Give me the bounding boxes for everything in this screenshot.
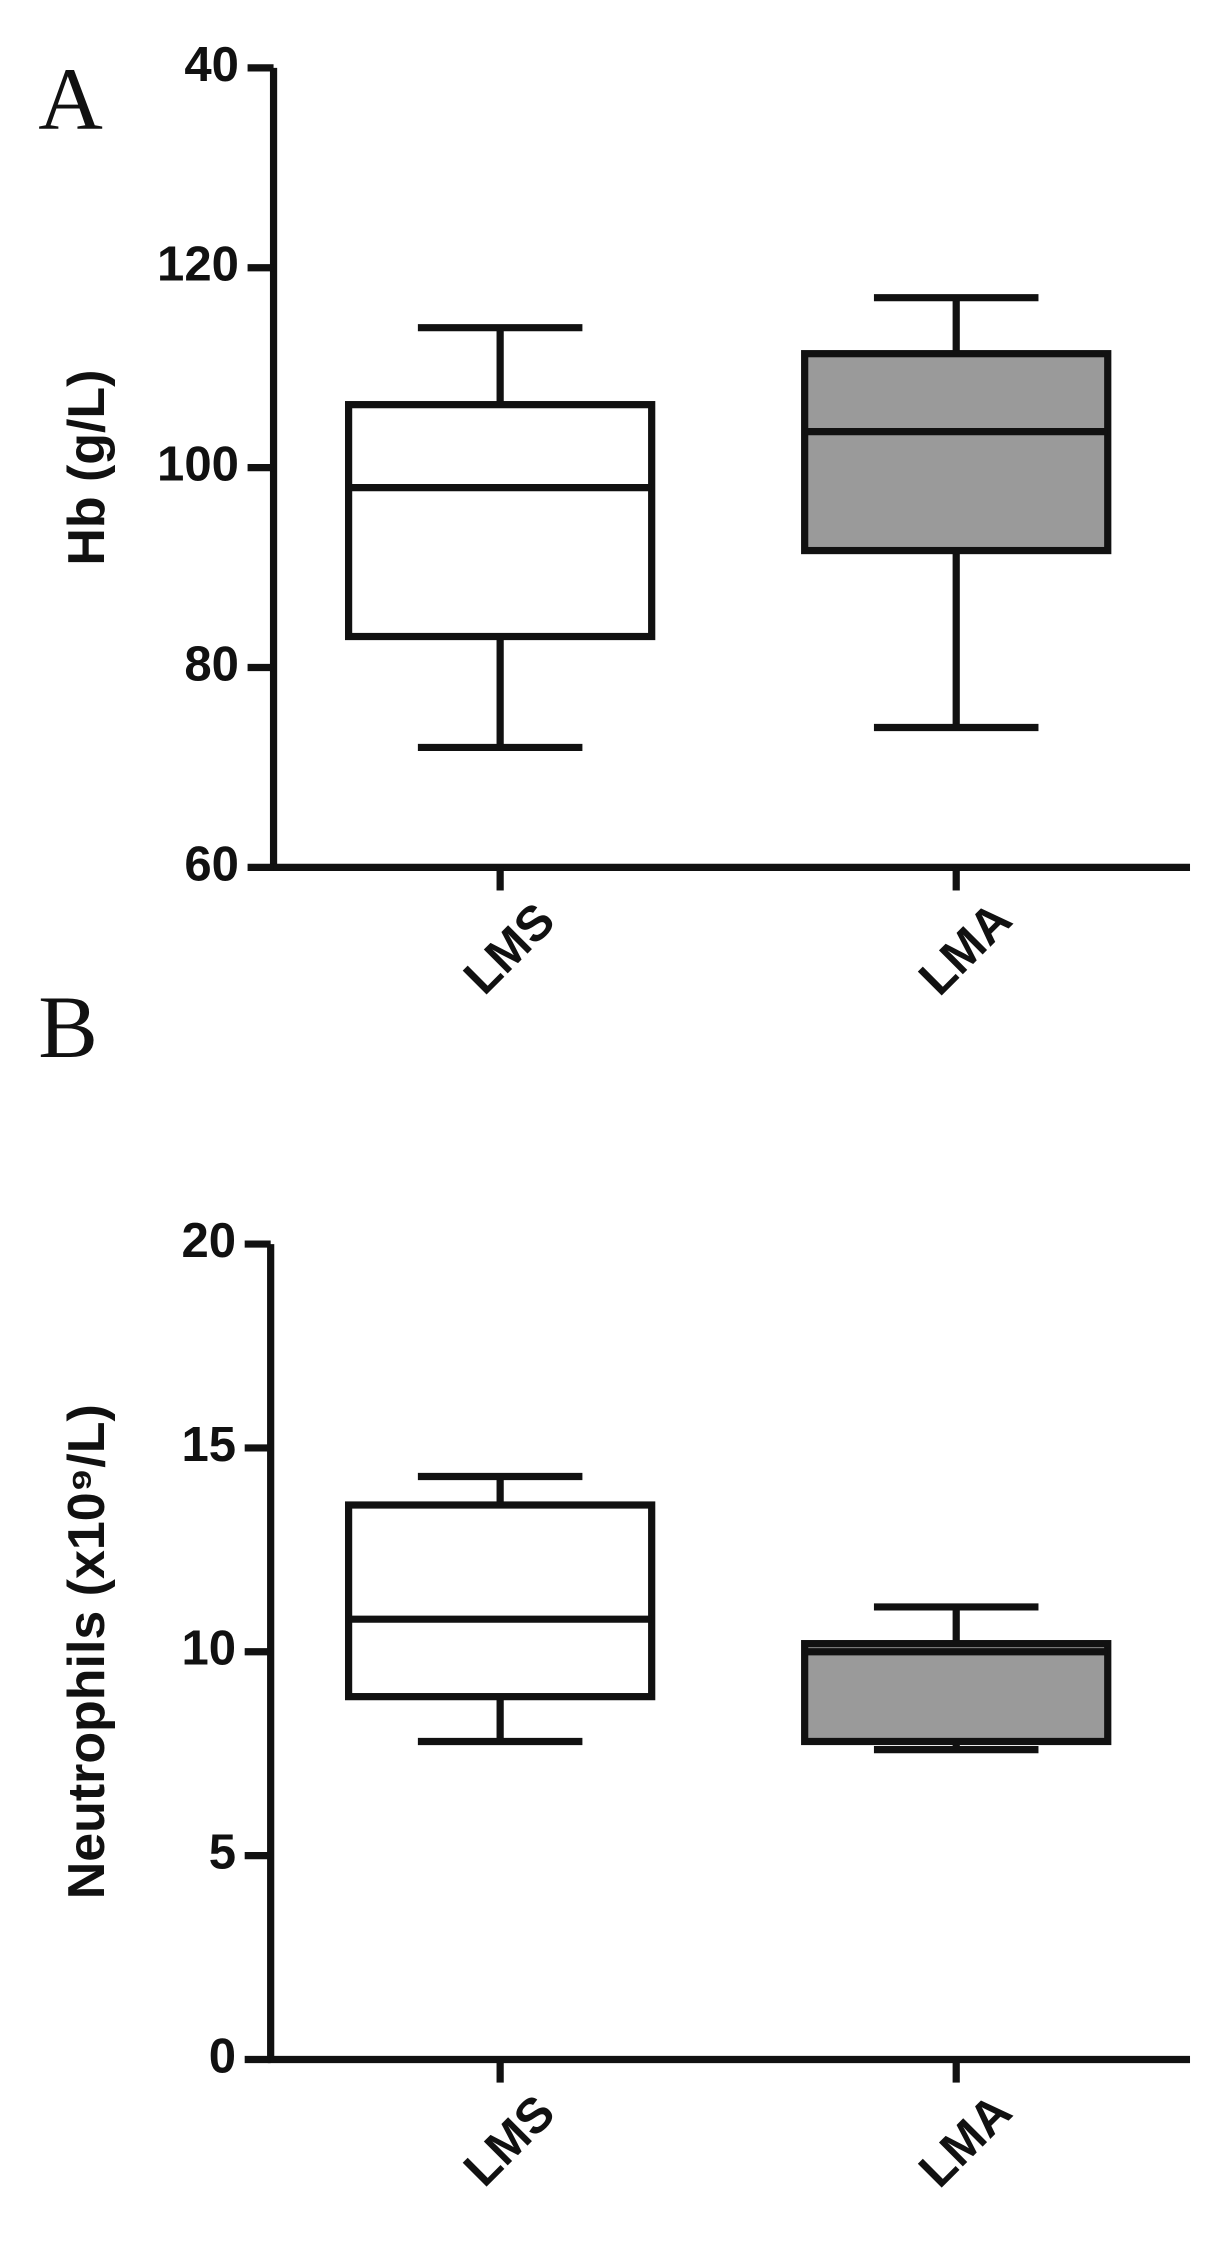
y-tick-label: 0: [209, 2029, 236, 2083]
y-tick-label: 10: [181, 1622, 236, 1676]
y-tick-label: 100: [157, 438, 239, 492]
box: [344, 1501, 656, 1701]
x-tick-label: LMS: [454, 893, 565, 1004]
x-tick-label: LMA: [909, 2084, 1022, 2197]
y-tick-label: 15: [181, 1418, 236, 1472]
y-axis-label: Hb (g/L): [58, 370, 116, 566]
box: [801, 1640, 1112, 1746]
panel-letter: A: [38, 50, 103, 149]
y-tick-label: 80: [184, 637, 239, 691]
y-axis-label: Neutrophils (x10⁹/L): [58, 1404, 116, 1899]
y-tick-label: 120: [157, 238, 239, 292]
y-tick-label: 60: [184, 837, 239, 891]
box: [801, 350, 1112, 555]
box: [344, 401, 656, 641]
y-tick-label: 40: [184, 38, 239, 92]
y-tick-label: 20: [181, 1214, 236, 1268]
x-tick-label: LMS: [454, 2085, 565, 2196]
y-tick-label: 5: [209, 1826, 236, 1880]
panel-letter: B: [38, 978, 98, 1077]
x-tick-label: LMA: [909, 892, 1022, 1005]
